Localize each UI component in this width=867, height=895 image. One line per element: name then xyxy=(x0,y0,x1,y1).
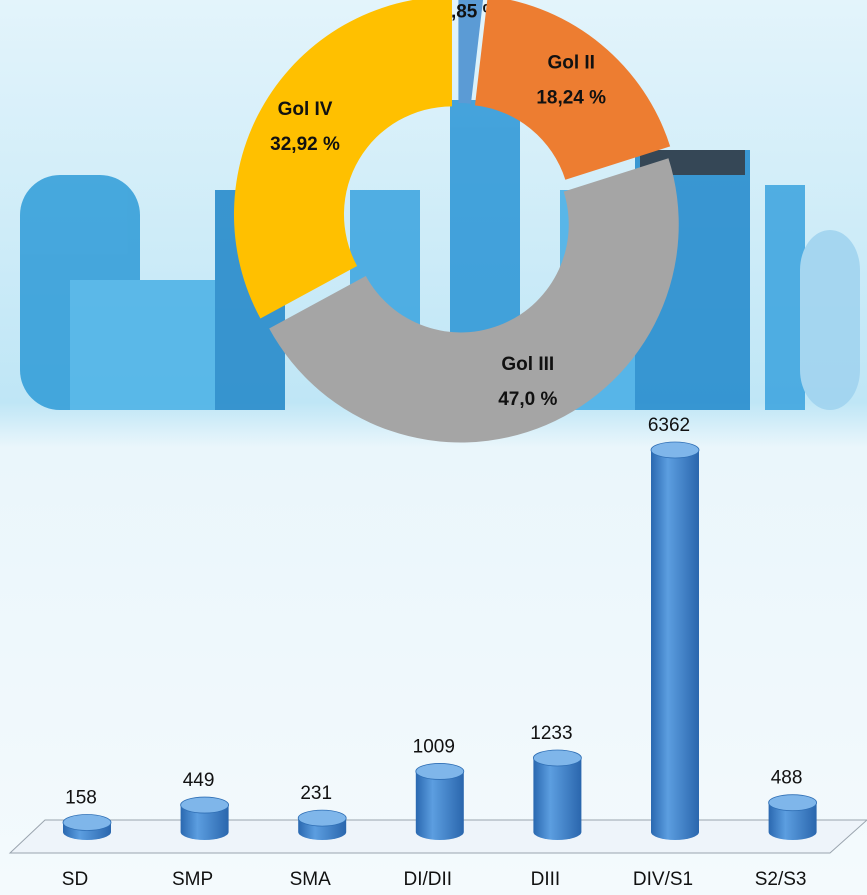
x-tick-label: SMA xyxy=(290,869,332,890)
value-label: 6362 xyxy=(648,415,690,436)
chart: 1,85 %Gol II18,24 %Gol III47,0 %Gol IV32… xyxy=(0,0,867,895)
value-label: 32,92 % xyxy=(270,134,340,155)
cylinder xyxy=(533,758,581,840)
cylinder-top xyxy=(533,750,581,766)
value-label: 488 xyxy=(771,768,803,789)
background xyxy=(0,0,867,895)
slice-label: Gol III xyxy=(501,354,554,375)
cylinder-top xyxy=(769,795,817,811)
cylinder-top xyxy=(416,763,464,779)
cylinder-top xyxy=(181,797,229,813)
x-tick-label: DI/DII xyxy=(404,869,453,890)
cylinder xyxy=(416,771,464,840)
x-tick-label: SMP xyxy=(172,869,213,890)
slice-label: Gol II xyxy=(547,53,595,74)
value-label: 449 xyxy=(183,770,215,791)
x-tick-label: DIII xyxy=(531,869,561,890)
x-tick-label: S2/S3 xyxy=(755,869,807,890)
cylinder xyxy=(651,450,699,840)
value-label: 18,24 % xyxy=(536,88,606,109)
x-tick-label: SD xyxy=(62,869,88,890)
value-label: 231 xyxy=(300,783,332,804)
cylinder-top xyxy=(298,810,346,826)
cylinder-top xyxy=(651,442,699,458)
cylinder-top xyxy=(63,815,111,831)
slice-label: Gol IV xyxy=(278,99,333,120)
value-label: 47,0 % xyxy=(498,389,557,410)
x-tick-label: DIV/S1 xyxy=(633,869,693,890)
value-label: 1233 xyxy=(530,723,572,744)
value-label: 1009 xyxy=(413,736,455,757)
value-label: 158 xyxy=(65,788,97,809)
